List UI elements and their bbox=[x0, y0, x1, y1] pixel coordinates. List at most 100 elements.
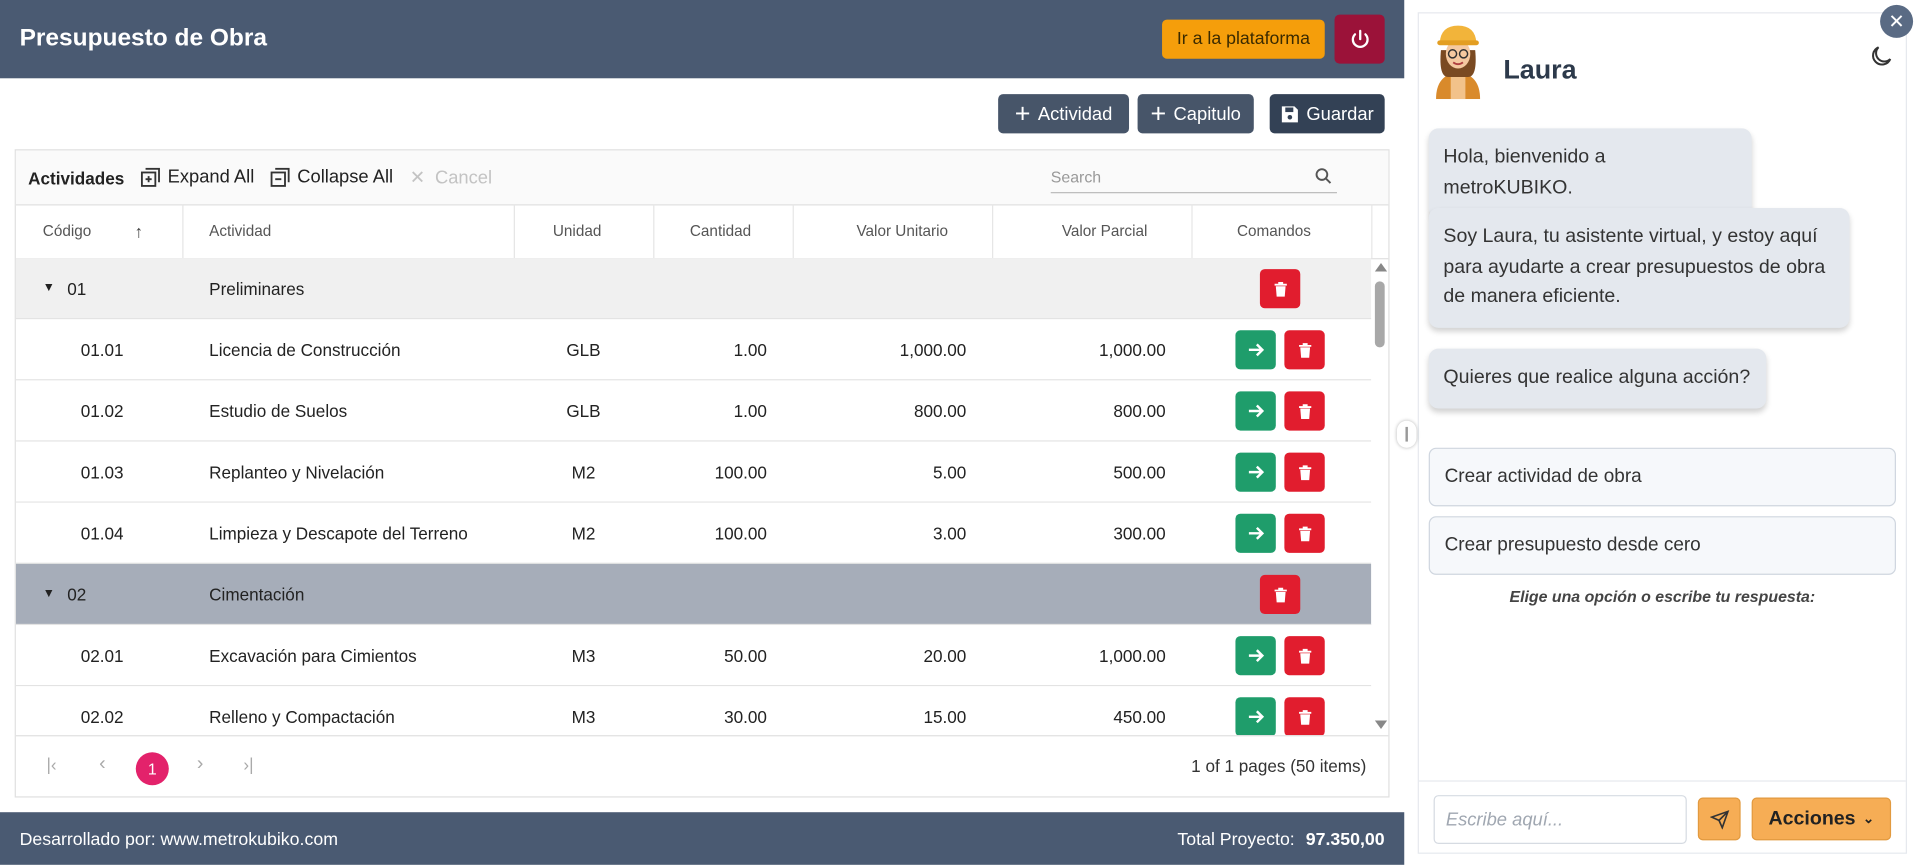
add-activity-button[interactable]: + Actividad bbox=[998, 94, 1130, 134]
column-header[interactable]: Comandos bbox=[1236, 222, 1311, 240]
theme-toggle[interactable] bbox=[1868, 43, 1895, 70]
column-header[interactable]: Valor Unitario bbox=[856, 222, 948, 240]
column-header[interactable]: Cantidad bbox=[689, 222, 752, 240]
label: Acciones bbox=[1768, 807, 1856, 829]
add-chapter-button[interactable]: + Capitulo bbox=[1137, 94, 1254, 134]
open-button[interactable] bbox=[1235, 697, 1276, 736]
arrow-icon bbox=[1248, 404, 1264, 418]
scroll-up[interactable] bbox=[1374, 262, 1388, 272]
expand-all[interactable]: Expand All bbox=[140, 166, 255, 188]
total-label: Total Proyecto: bbox=[1177, 830, 1295, 851]
code: 02.01 bbox=[80, 645, 124, 665]
next-page[interactable]: › bbox=[196, 753, 204, 775]
chat-message: Hola, bienvenido a metroKUBIKO. bbox=[1428, 128, 1752, 218]
column-header[interactable]: Actividad bbox=[209, 222, 272, 240]
unit: M3 bbox=[571, 706, 596, 726]
column-header[interactable]: Valor Parcial bbox=[1061, 222, 1148, 240]
button-label: Capitulo bbox=[1173, 103, 1241, 125]
assistant-name: Laura bbox=[1503, 53, 1577, 85]
partial-value: 500.00 bbox=[1113, 461, 1166, 482]
activity: Preliminares bbox=[209, 278, 305, 298]
collapse-all[interactable]: Collapse All bbox=[270, 166, 393, 187]
delete-button[interactable] bbox=[1284, 391, 1325, 431]
code: 02.02 bbox=[80, 706, 124, 726]
activity-row[interactable]: 02.01 Excavación para Cimientos M3 50.00 20.… bbox=[15, 625, 1372, 687]
column-separator bbox=[792, 204, 794, 259]
chapter-row[interactable]: ▼ 01 Preliminares bbox=[15, 258, 1372, 320]
column-separator bbox=[1371, 204, 1373, 259]
chat-option[interactable]: Crear presupuesto desde cero bbox=[1428, 516, 1896, 575]
partial-value: 450.00 bbox=[1113, 706, 1166, 726]
activity: Relleno y Compactación bbox=[209, 706, 395, 726]
power-button[interactable] bbox=[1334, 14, 1385, 64]
activity: Cimentación bbox=[209, 584, 305, 604]
delete-button[interactable] bbox=[1284, 452, 1325, 492]
save-button[interactable]: Guardar bbox=[1269, 94, 1385, 134]
avatar bbox=[1436, 25, 1481, 100]
unit: M3 bbox=[571, 645, 596, 665]
chevron: ⌄ bbox=[1862, 812, 1875, 827]
scroll-thumb[interactable] bbox=[1374, 281, 1385, 348]
open-button[interactable] bbox=[1235, 330, 1276, 370]
send-button[interactable] bbox=[1697, 797, 1741, 841]
chat-input[interactable]: Escribe aquí... bbox=[1433, 795, 1687, 845]
delete-button[interactable] bbox=[1284, 636, 1325, 676]
trash-icon bbox=[1273, 281, 1287, 297]
column-separator bbox=[1191, 204, 1193, 259]
activity: Replanteo y Nivelación bbox=[209, 461, 385, 482]
delete-button[interactable] bbox=[1284, 330, 1325, 370]
total: Total Proyecto: 97.350,00 bbox=[1177, 831, 1384, 851]
activity-row[interactable]: 01.02 Estudio de Suelos GLB 1.00 800.00 800.0… bbox=[15, 380, 1372, 442]
first-page[interactable]: |‹ bbox=[46, 754, 57, 775]
total-value: 97.350,00 bbox=[1305, 830, 1385, 851]
cancel-icon: ✕ bbox=[409, 167, 426, 189]
grid-toolbar bbox=[15, 150, 1389, 206]
delete-button[interactable] bbox=[1259, 574, 1301, 615]
close-button[interactable]: ✕ bbox=[1880, 4, 1914, 38]
label: Expand All bbox=[167, 166, 255, 188]
activity-row[interactable]: 01.04 Limpieza y Descapote del Terreno M2 1… bbox=[15, 502, 1372, 564]
column-header[interactable]: Código bbox=[42, 222, 92, 240]
footer bbox=[0, 812, 1405, 865]
column-separator bbox=[182, 204, 184, 259]
scrollbar bbox=[1371, 258, 1388, 735]
expand-caret[interactable]: ▼ bbox=[42, 281, 55, 295]
resize-handle[interactable] bbox=[1396, 420, 1417, 448]
activity: Licencia de Construcción bbox=[209, 339, 401, 360]
prev-page[interactable]: ‹ bbox=[99, 753, 106, 775]
trash-icon bbox=[1298, 464, 1311, 480]
actions-button[interactable]: Acciones ⌄ bbox=[1751, 797, 1892, 841]
code: 01.02 bbox=[80, 400, 124, 421]
grip bbox=[1405, 426, 1408, 442]
activity-row[interactable]: 01.01 Licencia de Construcción GLB 1.00 1,00… bbox=[15, 319, 1372, 381]
last-page[interactable]: ›| bbox=[243, 754, 254, 775]
current-page[interactable]: 1 bbox=[135, 752, 169, 786]
open-button[interactable] bbox=[1235, 391, 1276, 431]
search-box[interactable]: Search bbox=[1050, 160, 1337, 194]
trash-icon bbox=[1298, 648, 1311, 663]
activity-row[interactable]: 02.02 Relleno y Compactación M3 30.00 15.00 4… bbox=[15, 686, 1372, 736]
delete-button[interactable] bbox=[1284, 513, 1325, 553]
chat-option[interactable]: Crear actividad de obra bbox=[1428, 447, 1896, 507]
activity-row[interactable]: 01.03 Replanteo y Nivelación M2 100.00 5.00 5… bbox=[15, 441, 1372, 503]
quantity: 100.00 bbox=[714, 461, 767, 482]
column-header[interactable]: Unidad bbox=[552, 222, 602, 240]
arrow-icon bbox=[1248, 649, 1264, 663]
delete-button[interactable] bbox=[1284, 697, 1325, 736]
platform-button[interactable]: Ir a la plataforma bbox=[1162, 19, 1325, 59]
cancel[interactable]: ✕ Cancel bbox=[410, 166, 492, 188]
sort-icon: ↑ bbox=[134, 221, 144, 241]
open-button[interactable] bbox=[1235, 636, 1276, 676]
open-button[interactable] bbox=[1235, 452, 1276, 492]
unit-value: 15.00 bbox=[923, 706, 967, 726]
open-button[interactable] bbox=[1235, 513, 1276, 553]
scroll-down[interactable] bbox=[1374, 720, 1388, 730]
send-icon bbox=[1709, 809, 1729, 829]
trash-icon bbox=[1298, 403, 1311, 419]
delete-button[interactable] bbox=[1259, 269, 1301, 309]
chapter-row[interactable]: ▼ 02 Cimentación bbox=[15, 563, 1372, 626]
grid: Actividades Expand All Collapse All ✕ Can… bbox=[14, 149, 1390, 798]
expand-caret[interactable]: ▼ bbox=[42, 587, 55, 601]
